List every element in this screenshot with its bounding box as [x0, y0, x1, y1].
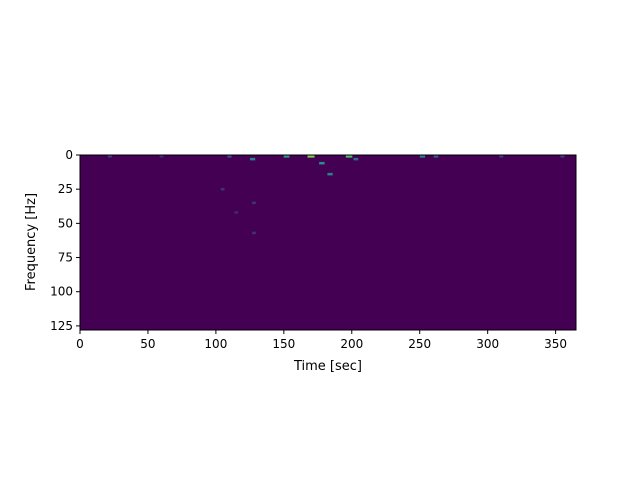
- heatmap-hotspot: [220, 187, 225, 191]
- y-tick-label: 75: [58, 251, 73, 265]
- x-tick-label: 200: [340, 337, 363, 351]
- y-axis-label: Frequency [Hz]: [24, 193, 39, 291]
- heatmap-hotspot: [252, 231, 256, 235]
- y-tick-label: 25: [58, 182, 73, 196]
- heatmap-hotspot: [159, 155, 164, 158]
- x-tick-label: 350: [544, 337, 567, 351]
- heatmap-hotspot: [419, 155, 426, 158]
- heatmap-hotspot: [319, 161, 325, 165]
- y-axis-ticks: 0 25 50 75 100 125: [50, 148, 80, 333]
- heatmap-hotspot: [107, 155, 112, 158]
- heatmap-hotspot: [353, 157, 359, 161]
- heatmap-hotspot: [227, 155, 232, 158]
- x-tick-label: 50: [140, 337, 155, 351]
- heatmap-hotspots: [107, 155, 565, 235]
- heatmap-hotspot: [249, 157, 256, 161]
- heatmap-hotspot: [327, 172, 333, 176]
- heatmap-hotspot: [433, 155, 439, 158]
- y-tick-label: 50: [58, 216, 73, 230]
- heatmap-hotspot: [252, 201, 256, 205]
- x-axis-label: Time [sec]: [293, 359, 362, 374]
- heatmap-hotspot: [345, 155, 353, 158]
- y-tick-label: 0: [65, 148, 73, 162]
- heatmap-hotspot: [234, 211, 239, 214]
- x-tick-label: 150: [272, 337, 295, 351]
- axes-frame: [79, 154, 577, 331]
- plot-area: [79, 154, 577, 331]
- heatmap-hotspot: [283, 155, 290, 158]
- heatmap-hotspot: [307, 155, 315, 158]
- x-axis-ticks: 0 50 100 150 200 250 300 350: [76, 330, 567, 351]
- heatmap-background: [80, 155, 576, 330]
- x-tick-label: 300: [476, 337, 499, 351]
- x-tick-label: 0: [76, 337, 84, 351]
- heatmap-hotspot: [560, 155, 565, 158]
- x-tick-label: 100: [204, 337, 227, 351]
- heatmap-hotspot: [499, 155, 504, 158]
- y-tick-label: 100: [50, 285, 73, 299]
- y-tick-label: 125: [50, 319, 73, 333]
- x-tick-label: 250: [408, 337, 431, 351]
